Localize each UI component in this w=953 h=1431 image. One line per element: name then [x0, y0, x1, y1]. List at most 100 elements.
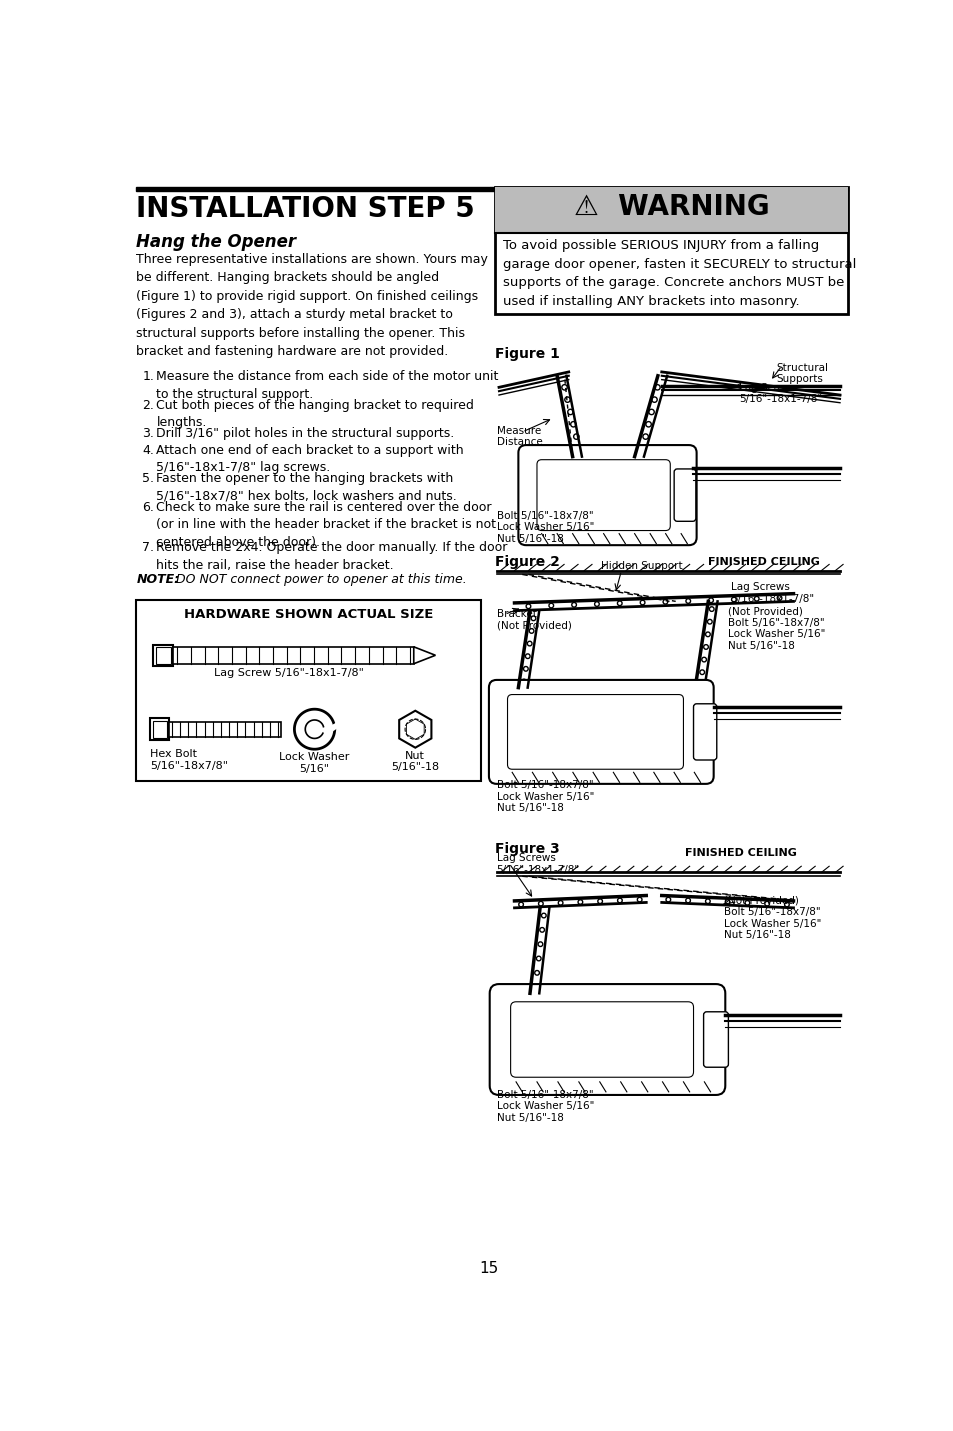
Text: 3.: 3. — [142, 428, 154, 441]
FancyBboxPatch shape — [510, 1002, 693, 1078]
Circle shape — [648, 409, 654, 415]
Bar — [155, 647, 171, 664]
Bar — [153, 644, 173, 665]
Text: HARDWARE SHOWN ACTUAL SIZE: HARDWARE SHOWN ACTUAL SIZE — [184, 608, 433, 621]
Circle shape — [576, 446, 581, 452]
Circle shape — [567, 409, 573, 415]
Text: Check to make sure the rail is centered over the door
(or in line with the heade: Check to make sure the rail is centered … — [156, 501, 496, 548]
Text: 1.: 1. — [142, 371, 154, 384]
FancyBboxPatch shape — [488, 680, 713, 784]
Circle shape — [518, 902, 523, 907]
Text: Figure 2: Figure 2 — [495, 555, 559, 570]
Circle shape — [537, 942, 542, 946]
Circle shape — [701, 657, 705, 663]
Bar — [152, 721, 167, 737]
Circle shape — [637, 897, 641, 902]
Text: Bolt 5/16"-18x7/8"
Lock Washer 5/16"
Nut 5/16"-18: Bolt 5/16"-18x7/8" Lock Washer 5/16" Nut… — [497, 511, 594, 544]
Text: Nut
5/16"-18: Nut 5/16"-18 — [391, 751, 439, 773]
Circle shape — [703, 644, 707, 650]
Text: Cut both pieces of the hanging bracket to required
lengths.: Cut both pieces of the hanging bracket t… — [156, 399, 474, 429]
Bar — [136, 600, 480, 781]
Circle shape — [645, 422, 651, 426]
Text: FINISHED CEILING: FINISHED CEILING — [707, 557, 820, 567]
Bar — [495, 187, 847, 233]
Circle shape — [651, 396, 657, 402]
Text: Measure
Distance: Measure Distance — [497, 426, 542, 448]
Circle shape — [709, 607, 713, 611]
Circle shape — [639, 600, 644, 605]
Text: INSTALLATION STEP 5: INSTALLATION STEP 5 — [136, 195, 475, 223]
Text: Bracket
(Not Provided): Bracket (Not Provided) — [497, 610, 571, 631]
Text: Structural
Supports: Structural Supports — [776, 362, 827, 385]
Circle shape — [564, 396, 570, 402]
Polygon shape — [414, 647, 435, 664]
Circle shape — [598, 899, 602, 903]
Circle shape — [536, 956, 540, 960]
Bar — [169, 721, 281, 737]
Text: 7.: 7. — [142, 541, 154, 554]
Text: ⚠  WARNING: ⚠ WARNING — [573, 193, 768, 222]
Circle shape — [558, 900, 562, 906]
Text: Lock Washer
5/16": Lock Washer 5/16" — [279, 753, 350, 774]
Text: Lag Screws
5/16"-18x1-7/8": Lag Screws 5/16"-18x1-7/8" — [739, 382, 821, 405]
Circle shape — [525, 604, 530, 608]
FancyBboxPatch shape — [507, 694, 682, 770]
Bar — [150, 718, 169, 740]
Text: Three representative installations are shown. Yours may
be different. Hanging br: Three representative installations are s… — [136, 252, 488, 358]
Circle shape — [685, 598, 690, 604]
Circle shape — [561, 385, 567, 391]
FancyBboxPatch shape — [703, 1012, 728, 1068]
Text: Fasten the opener to the hanging brackets with
5/16"-18x7/8" hex bolts, lock was: Fasten the opener to the hanging bracket… — [156, 472, 456, 502]
FancyBboxPatch shape — [517, 445, 696, 545]
Text: Remove the 2x4. Operate the door manually. If the door
hits the rail, raise the : Remove the 2x4. Operate the door manuall… — [156, 541, 507, 572]
Circle shape — [777, 595, 781, 600]
Circle shape — [617, 899, 621, 903]
Circle shape — [617, 601, 621, 605]
Text: Figure 1: Figure 1 — [495, 348, 559, 361]
Text: 4.: 4. — [142, 444, 154, 456]
Bar — [495, 187, 847, 315]
FancyBboxPatch shape — [693, 704, 716, 760]
Circle shape — [707, 620, 711, 624]
Circle shape — [548, 604, 553, 608]
Circle shape — [570, 422, 576, 426]
Text: Measure the distance from each side of the motor unit
to the structural support.: Measure the distance from each side of t… — [156, 371, 498, 401]
Circle shape — [523, 667, 528, 671]
Bar — [495, 187, 847, 233]
Text: Hidden Support: Hidden Support — [600, 561, 682, 571]
Polygon shape — [406, 718, 424, 740]
FancyBboxPatch shape — [674, 469, 695, 521]
FancyBboxPatch shape — [489, 985, 724, 1095]
Circle shape — [527, 641, 532, 645]
Circle shape — [705, 899, 709, 903]
Circle shape — [642, 434, 648, 439]
Text: (Not Provided)
Bolt 5/16"-18x7/8"
Lock Washer 5/16"
Nut 5/16"-18: (Not Provided) Bolt 5/16"-18x7/8" Lock W… — [727, 605, 824, 651]
Circle shape — [535, 970, 538, 975]
Circle shape — [665, 897, 670, 902]
Text: 15: 15 — [478, 1261, 498, 1276]
Text: Bolt 5/16"-18x7/8"
Lock Washer 5/16"
Nut 5/16"-18: Bolt 5/16"-18x7/8" Lock Washer 5/16" Nut… — [497, 780, 594, 813]
Circle shape — [662, 600, 667, 604]
Circle shape — [533, 985, 537, 989]
Circle shape — [639, 446, 645, 452]
Circle shape — [578, 900, 582, 904]
Circle shape — [539, 927, 544, 932]
Text: Lag Screw 5/16"-18x1-7/8": Lag Screw 5/16"-18x1-7/8" — [213, 668, 363, 678]
Text: NOTE:: NOTE: — [136, 572, 179, 585]
Text: FINISHED CEILING: FINISHED CEILING — [684, 847, 796, 857]
Circle shape — [754, 597, 759, 601]
FancyBboxPatch shape — [537, 459, 670, 531]
Text: DO NOT connect power to opener at this time.: DO NOT connect power to opener at this t… — [172, 572, 466, 585]
Circle shape — [654, 385, 659, 391]
Circle shape — [744, 900, 749, 906]
Text: Lag Screws
5/16"-18x1-7/8": Lag Screws 5/16"-18x1-7/8" — [731, 582, 814, 604]
Circle shape — [594, 601, 598, 607]
Text: Figure 3: Figure 3 — [495, 841, 559, 856]
Circle shape — [573, 434, 578, 439]
Bar — [136, 187, 847, 190]
Text: (Not Provided)
Bolt 5/16"-18x7/8"
Lock Washer 5/16"
Nut 5/16"-18: (Not Provided) Bolt 5/16"-18x7/8" Lock W… — [723, 896, 821, 940]
Circle shape — [531, 615, 536, 621]
Text: Drill 3/16" pilot holes in the structural supports.: Drill 3/16" pilot holes in the structura… — [156, 428, 455, 441]
Circle shape — [529, 628, 534, 634]
Circle shape — [705, 633, 709, 637]
